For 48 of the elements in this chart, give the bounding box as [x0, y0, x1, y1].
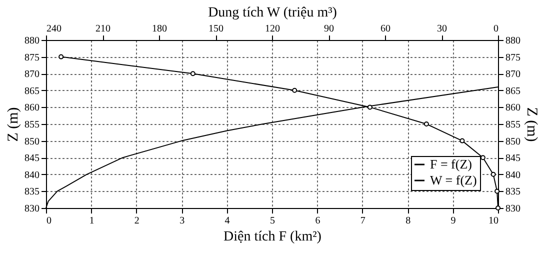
x-tick-label: 1 — [89, 216, 94, 226]
x-axis-title: Diện tích F (km²) — [224, 230, 322, 244]
x-tick-label: 8 — [406, 216, 411, 226]
x-tick-label: 5 — [270, 216, 275, 226]
y-tick-label: 830 — [24, 204, 40, 214]
y2-tick-label: 870 — [506, 69, 520, 80]
x-tick-label: 7 — [360, 216, 366, 226]
y2-tick-label: 845 — [506, 153, 520, 164]
y-tick-label: 855 — [24, 120, 40, 130]
y-tick-label: 845 — [24, 153, 40, 164]
legend-label: F = f(Z) — [430, 156, 472, 172]
y2-axis-title: Z (m) — [524, 107, 540, 142]
y-tick-label: 870 — [24, 69, 40, 80]
y-tick-label: 835 — [24, 186, 40, 198]
y2-tick-label: 840 — [506, 170, 520, 181]
y-tick-label: 880 — [24, 36, 40, 46]
y-tick-label: 860 — [24, 102, 40, 114]
y-tick-label: 850 — [24, 136, 40, 148]
x2-axis-title: Dung tích W (triệu m³) — [208, 6, 338, 20]
x2-tick-label: 120 — [265, 24, 280, 34]
y2-tick-label: 835 — [506, 186, 520, 198]
x2-tick-label: 0 — [494, 24, 498, 34]
y2-tick-label: 865 — [506, 86, 520, 97]
x-tick-label: 3 — [180, 216, 185, 226]
x-tick-label: 6 — [315, 216, 320, 226]
y2-tick-label: 875 — [506, 52, 520, 64]
y2-tick-label: 830 — [506, 204, 520, 214]
x2-tick-label: 90 — [324, 24, 334, 34]
x-tick-label: 4 — [224, 216, 230, 226]
y-axis-title: Z (m) — [6, 107, 22, 142]
y2-tick-label: 855 — [506, 120, 520, 130]
x-tick-label: 9 — [450, 216, 456, 226]
x2-tick-label: 210 — [96, 24, 110, 34]
y2-tick-label: 880 — [506, 36, 520, 46]
x2-tick-label: 30 — [437, 24, 447, 34]
x-tick-label: 0 — [46, 216, 52, 226]
x-tick-label: 2 — [134, 216, 140, 226]
x2-tick-label: 150 — [208, 24, 224, 34]
x-tick-label: 10 — [488, 216, 498, 226]
y2-tick-label: 850 — [506, 136, 520, 148]
x2-tick-label: 180 — [152, 24, 167, 34]
x2-tick-label: 240 — [46, 24, 62, 34]
y-tick-label: 875 — [24, 52, 40, 64]
x2-tick-label: 60 — [380, 24, 390, 34]
legend-label: W = f(Z) — [430, 172, 477, 188]
y-tick-label: 865 — [24, 86, 40, 97]
y2-tick-label: 860 — [506, 102, 520, 114]
y-tick-label: 840 — [24, 170, 40, 181]
